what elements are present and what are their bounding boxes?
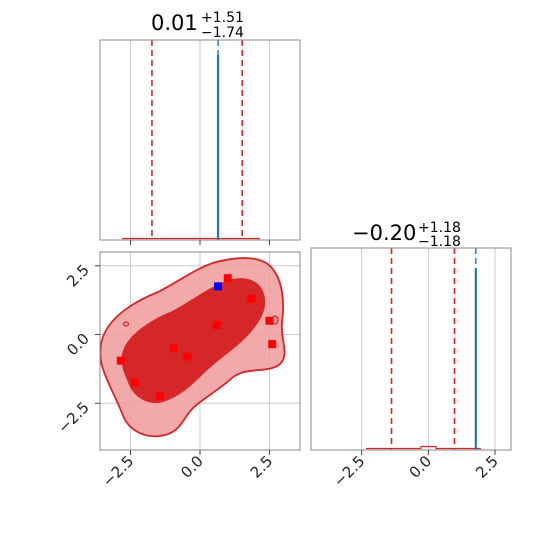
joint-x-tick-label: 0.0: [177, 452, 207, 482]
param2-x-tick-label: 0.0: [406, 452, 436, 482]
joint-point: [265, 316, 274, 325]
param1-quantile-lines: [151, 40, 244, 240]
param2-marginal-panel: −2.5 0.0 2.5 −0.20 +1.18 −1.18: [310, 220, 512, 491]
joint-ticks: [95, 265, 270, 455]
param2-x-tick-label: 2.5: [472, 452, 502, 482]
joint-point: [130, 378, 139, 387]
param2-frame: [310, 247, 512, 451]
joint-x-tick-label: 2.5: [247, 452, 277, 482]
joint-point: [212, 320, 221, 329]
joint-contour-inner: [121, 278, 266, 404]
joint-point: [247, 294, 256, 303]
joint-contours: [99, 257, 286, 438]
joint-points: [116, 274, 277, 401]
joint-y-tick-label: 2.5: [63, 261, 93, 291]
param2-title-upper: +1.18: [418, 220, 461, 236]
joint-point: [155, 392, 164, 401]
param2-title-lower: −1.18: [418, 234, 461, 250]
joint-highlight-point: [214, 282, 223, 291]
param1-histogram: [122, 55, 260, 240]
joint-panel: −2.5 0.0 2.5 2.5 0.0 −2.5: [54, 251, 301, 491]
joint-point: [268, 340, 277, 349]
joint-contour-island: [122, 321, 130, 327]
joint-x-tick-labels: −2.5 0.0 2.5: [99, 452, 276, 490]
joint-y-tick-label: −2.5: [54, 398, 92, 436]
param2-grid: [361, 248, 496, 450]
param1-grid: [130, 40, 270, 240]
param1-ticks: [130, 240, 270, 245]
param2-title-value: −0.20: [352, 221, 416, 245]
param1-marginal-panel: 0.01 +1.51 −1.74: [99, 10, 301, 245]
joint-point: [183, 352, 192, 361]
param2-histogram: [366, 268, 481, 450]
param2-quantile-lines: [390, 248, 477, 450]
param2-ticks: [361, 450, 496, 455]
param1-title-value: 0.01: [151, 11, 198, 35]
joint-y-tick-label: 0.0: [63, 330, 93, 360]
joint-point: [116, 356, 125, 365]
param1-title-lower: −1.74: [201, 25, 244, 41]
joint-x-tick-label: −2.5: [99, 452, 137, 490]
joint-y-tick-labels: 2.5 0.0 −2.5: [54, 261, 92, 437]
param2-hist-step: [366, 445, 481, 450]
joint-point: [223, 274, 232, 283]
joint-point: [169, 344, 178, 353]
param2-x-tick-labels: −2.5 0.0 2.5: [330, 452, 502, 490]
param2-x-tick-label: −2.5: [330, 452, 368, 490]
param1-title-upper: +1.51: [201, 10, 244, 26]
